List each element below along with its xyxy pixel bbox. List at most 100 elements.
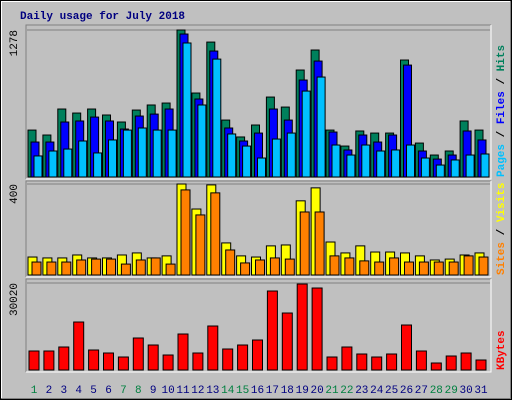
bar — [242, 145, 252, 178]
panel-bevel-dark — [25, 278, 491, 372]
bar — [450, 159, 460, 178]
x-tick-label: 3 — [60, 385, 67, 397]
bar — [314, 211, 325, 276]
bar — [252, 339, 263, 371]
bar — [33, 155, 43, 178]
x-tick-label: 12 — [191, 385, 204, 397]
x-tick-label: 10 — [161, 385, 174, 397]
bar — [222, 348, 234, 371]
panel-bevel-dark — [25, 180, 491, 277]
bar — [76, 259, 87, 276]
bar — [122, 129, 132, 178]
bar — [475, 359, 487, 371]
bar — [286, 132, 296, 178]
bar — [61, 261, 72, 276]
chart-title: Daily usage for July 2018 — [20, 11, 185, 23]
bar — [108, 139, 117, 178]
bar — [296, 283, 308, 371]
bar — [445, 355, 457, 371]
bar — [284, 258, 295, 276]
x-tick-label: 14 — [221, 385, 235, 397]
x-tick-label: 1 — [31, 385, 38, 397]
bar — [117, 356, 129, 371]
x-tick-label: 8 — [135, 385, 142, 397]
bar — [361, 144, 371, 178]
x-tick-label: 20 — [310, 385, 323, 397]
bar — [152, 129, 162, 178]
bar — [147, 344, 159, 371]
bar — [406, 144, 415, 178]
bar — [73, 321, 85, 371]
bar — [356, 353, 368, 371]
bar — [135, 259, 146, 276]
bar — [359, 260, 370, 276]
x-tick-label: 7 — [120, 385, 127, 397]
x-tick-label: 24 — [370, 385, 384, 397]
bar — [478, 256, 489, 276]
bar — [404, 261, 414, 276]
x-tick-label: 22 — [340, 385, 353, 397]
bar — [167, 129, 177, 178]
bar — [448, 261, 459, 276]
x-tick-label: 28 — [430, 385, 443, 397]
bar — [31, 261, 42, 276]
legend-entry: KBytes — [496, 330, 508, 370]
bar — [371, 356, 383, 371]
bar — [299, 211, 310, 276]
bar — [301, 90, 311, 178]
bar — [311, 287, 323, 371]
panel-bevel-light — [26, 25, 492, 180]
bar — [374, 261, 385, 276]
legend: Pages / Files / Hits — [496, 45, 508, 177]
bar — [331, 144, 341, 178]
legend-entry: Files — [496, 91, 508, 124]
x-tick-label: 18 — [281, 385, 294, 397]
x-tick-label: 16 — [251, 385, 264, 397]
bar — [103, 352, 114, 371]
bar — [463, 255, 474, 276]
bar — [430, 362, 442, 371]
bar — [137, 127, 147, 178]
bar — [212, 58, 222, 178]
bar — [180, 189, 191, 276]
x-tick-label: 30 — [459, 385, 472, 397]
bar — [329, 255, 340, 276]
bar — [341, 346, 353, 371]
bar — [91, 258, 102, 276]
y-tick-label: 400 — [9, 184, 21, 204]
legend-entry: Visits — [496, 183, 508, 223]
legend-entry: Sites — [496, 242, 508, 275]
x-tick-label: 17 — [266, 385, 279, 397]
bar — [192, 352, 204, 371]
x-tick-label: 29 — [445, 385, 458, 397]
bar — [480, 153, 490, 178]
x-tick-label: 2 — [46, 385, 53, 397]
bar — [391, 149, 401, 178]
bar — [386, 353, 398, 371]
bar — [28, 350, 40, 371]
bar — [255, 259, 265, 276]
bar — [281, 312, 293, 371]
bar — [106, 258, 116, 276]
y-tick-label: 1278 — [9, 30, 21, 56]
x-tick-label: 26 — [400, 385, 413, 397]
legend-separator: / — [496, 71, 508, 91]
bar — [344, 257, 355, 276]
x-tick-label: 15 — [236, 385, 249, 397]
x-tick-label: 21 — [325, 385, 339, 397]
bar — [120, 263, 131, 276]
bar — [269, 257, 280, 276]
bar — [195, 214, 206, 276]
bar — [58, 346, 70, 371]
x-tick-label: 5 — [90, 385, 97, 397]
x-tick-label: 23 — [355, 385, 368, 397]
x-tick-label: 25 — [385, 385, 398, 397]
bar — [266, 290, 278, 371]
bar — [420, 157, 430, 178]
bar — [401, 324, 412, 371]
bar — [43, 350, 55, 371]
bar — [257, 157, 266, 178]
bar — [415, 350, 427, 371]
bar — [132, 337, 144, 371]
